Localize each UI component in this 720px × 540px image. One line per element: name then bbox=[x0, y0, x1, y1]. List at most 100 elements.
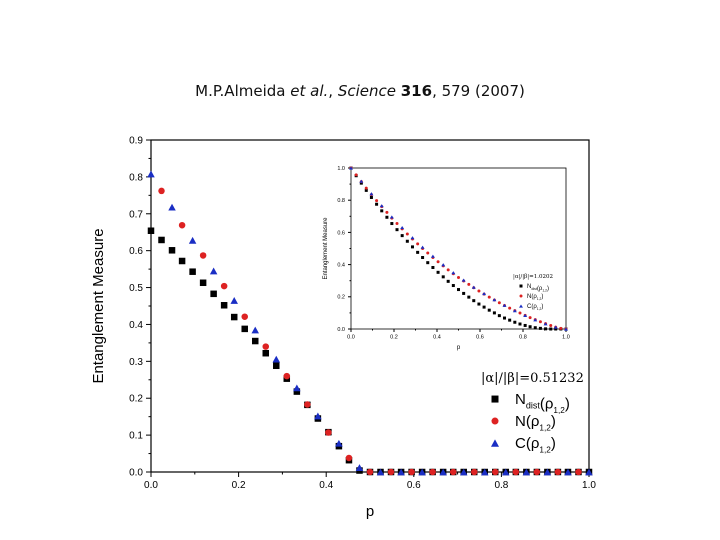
inset-point-square bbox=[544, 327, 548, 331]
main-y-tick-label: 0.9 bbox=[129, 136, 143, 147]
main-legend-marker bbox=[491, 417, 499, 425]
inset-x-tick-label: 0.6 bbox=[476, 335, 484, 341]
main-point-triangle bbox=[147, 170, 155, 178]
inset-point-square bbox=[380, 209, 384, 213]
inset-point-triangle bbox=[523, 313, 528, 318]
main-point-triangle bbox=[209, 267, 218, 275]
inset-point-square bbox=[421, 256, 425, 260]
inset-x-axis-label: p bbox=[457, 345, 461, 351]
main-point-circle bbox=[366, 468, 374, 476]
main-point-square bbox=[241, 325, 248, 333]
inset-point-circle bbox=[385, 210, 389, 214]
inset-point-triangle bbox=[441, 263, 446, 267]
inset-point-square bbox=[549, 327, 553, 331]
main-y-tick-label: 0.0 bbox=[129, 468, 143, 479]
main-point-circle bbox=[345, 454, 353, 462]
inset-point-square bbox=[503, 316, 507, 320]
main-point-triangle bbox=[230, 297, 238, 304]
main-point-triangle bbox=[502, 468, 510, 476]
main-point-triangle bbox=[168, 203, 176, 211]
main-point-square bbox=[158, 236, 165, 244]
inset-point-circle bbox=[508, 306, 512, 310]
inset-point-triangle bbox=[379, 204, 384, 208]
main-x-tick-label: 0.8 bbox=[494, 480, 508, 491]
main-point-square bbox=[262, 349, 270, 357]
inset-point-square bbox=[528, 325, 532, 329]
inset-point-square bbox=[390, 222, 394, 226]
main-point-square bbox=[273, 362, 280, 370]
main-point-square bbox=[178, 257, 186, 265]
inset-point-circle bbox=[375, 199, 379, 203]
main-x-tick-label: 0.0 bbox=[144, 480, 158, 491]
inset-point-triangle bbox=[400, 225, 405, 230]
inset-point-square bbox=[513, 320, 517, 324]
main-x-tick-label: 0.2 bbox=[232, 480, 246, 491]
inset-point-circle bbox=[538, 320, 542, 324]
citation-et-al: et al. bbox=[290, 82, 329, 100]
main-point-circle bbox=[241, 313, 248, 320]
main-point-square bbox=[293, 388, 301, 395]
citation-volume: 316 bbox=[400, 82, 433, 100]
main-point-circle bbox=[554, 468, 562, 476]
main-point-square bbox=[210, 290, 217, 298]
main-point-circle bbox=[387, 468, 395, 476]
main-legend-label: C(ρ1,2) bbox=[515, 435, 556, 455]
main-point-circle bbox=[533, 468, 541, 476]
inset-point-square bbox=[395, 228, 399, 232]
inset-point-square bbox=[431, 265, 435, 269]
main-point-circle bbox=[429, 468, 436, 476]
inset-point-triangle bbox=[553, 325, 558, 329]
inset-point-square bbox=[364, 188, 368, 192]
main-point-triangle bbox=[188, 236, 197, 244]
main-y-tick-label: 0.4 bbox=[129, 320, 143, 331]
inset-x-tick-label: 0.2 bbox=[390, 335, 398, 341]
main-point-triangle bbox=[355, 464, 364, 471]
inset-point-triangle bbox=[389, 215, 394, 219]
citation-title: M.P.Almeida et al., Science 316, 579 (20… bbox=[195, 82, 525, 100]
main-point-triangle bbox=[335, 439, 343, 447]
inset-point-circle bbox=[446, 268, 450, 272]
inset-point-triangle bbox=[359, 179, 364, 183]
inset-point-triangle bbox=[512, 309, 517, 313]
inset-point-square bbox=[508, 318, 512, 322]
main-point-circle bbox=[325, 429, 332, 436]
main-point-circle bbox=[512, 468, 520, 476]
main-point-square bbox=[220, 302, 228, 309]
main-legend-label: N(ρ1,2) bbox=[515, 413, 556, 433]
inset-point-square bbox=[482, 305, 486, 309]
inset-legend-label: N(ρ1,2) bbox=[527, 294, 543, 301]
main-point-triangle bbox=[376, 468, 385, 476]
inset-y-tick-label: 1.0 bbox=[337, 166, 345, 172]
main-point-triangle bbox=[293, 384, 301, 392]
main-point-circle bbox=[408, 468, 415, 476]
inset-point-triangle bbox=[492, 298, 497, 302]
inset-legend-marker bbox=[519, 284, 523, 288]
inset-group: 0.0 0.2 0.4 0.6 0.8 1.0 0.0 0.2 0.4 0.6 0.8 1.0 p Ent… bbox=[323, 166, 570, 351]
main-point-circle bbox=[449, 468, 457, 476]
main-x-tick-label: 1.0 bbox=[582, 480, 596, 491]
main-x-tick-label: 0.6 bbox=[407, 480, 421, 491]
main-point-triangle bbox=[397, 468, 405, 476]
inset-x-tick-label: 0.8 bbox=[519, 335, 527, 341]
main-point-circle bbox=[262, 343, 270, 350]
inset-point-circle bbox=[528, 316, 532, 320]
inset-point-triangle bbox=[369, 192, 374, 196]
inset-legend-label: C(ρ1,2) bbox=[527, 304, 543, 311]
main-x-tick-label: 0.4 bbox=[319, 480, 333, 491]
inset-point-triangle bbox=[410, 236, 415, 240]
inset-legend-marker bbox=[519, 294, 523, 298]
inset-y-tick-label: 0.4 bbox=[337, 263, 345, 269]
inset-y-tick-label: 0.0 bbox=[337, 327, 345, 333]
inset-point-square bbox=[426, 261, 430, 265]
inset-x-tick-label: 0.0 bbox=[347, 335, 355, 341]
main-point-square bbox=[230, 313, 238, 321]
inset-point-circle bbox=[518, 311, 522, 315]
citation-authors: M.P.Almeida bbox=[195, 82, 286, 100]
main-point-triangle bbox=[439, 468, 447, 476]
main-y-tick-label: 0.1 bbox=[129, 431, 143, 442]
main-y-tick-label: 0.3 bbox=[129, 357, 143, 368]
inset-legend-label: Ndist(ρ1,2) bbox=[527, 284, 549, 293]
inset-point-triangle bbox=[482, 292, 487, 296]
inset-point-circle bbox=[364, 186, 368, 190]
